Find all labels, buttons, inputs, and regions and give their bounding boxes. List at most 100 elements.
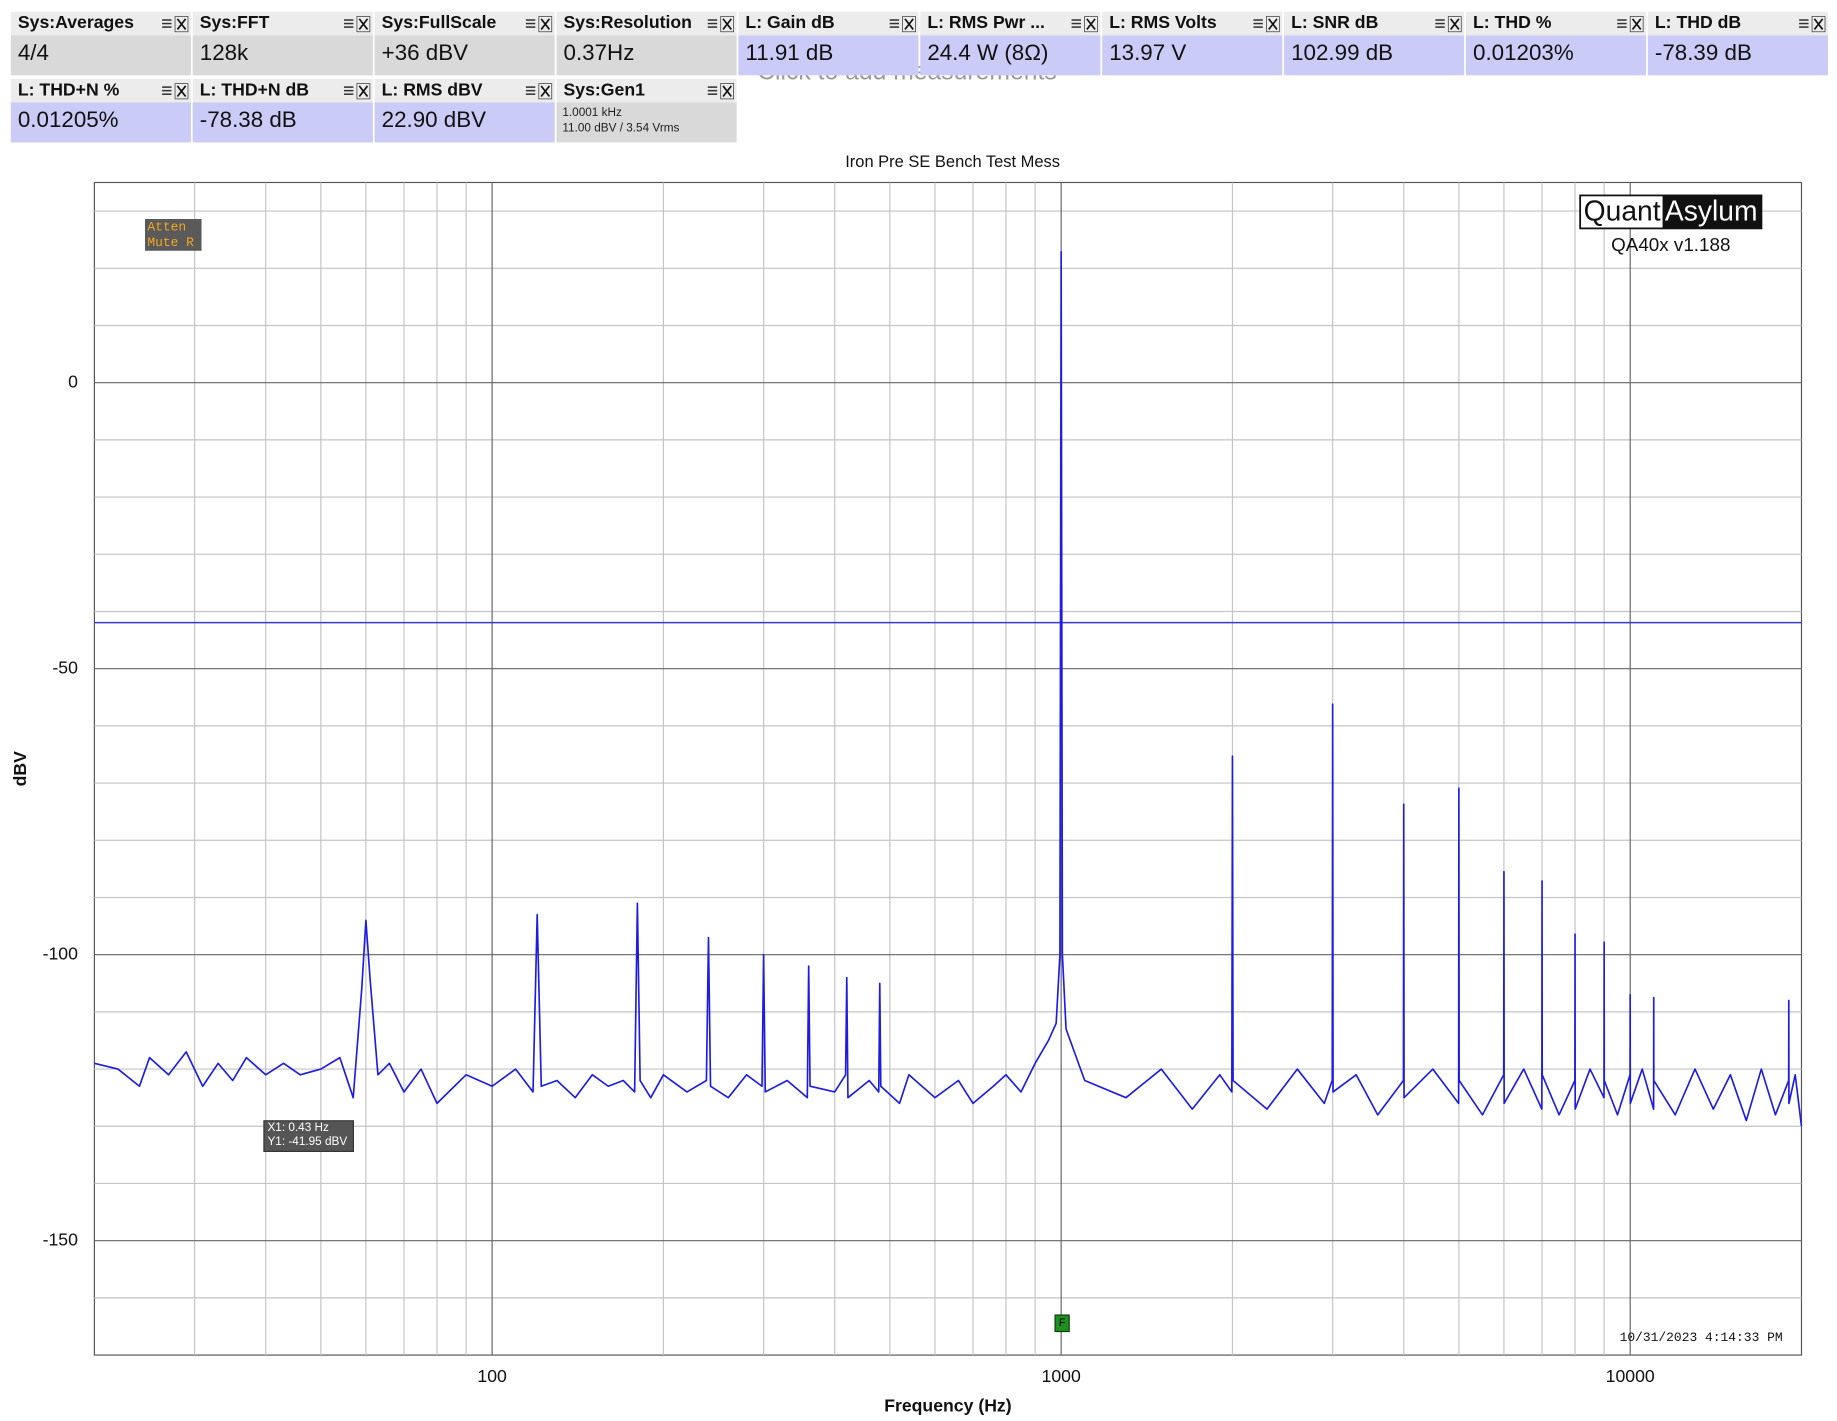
status-box xyxy=(145,218,202,251)
tile-label: L: SNR dB xyxy=(1291,12,1378,32)
close-x xyxy=(1449,18,1460,30)
tile-label: Sys:Averages xyxy=(18,12,134,32)
x-axis-label: Frequency (Hz) xyxy=(884,1396,1011,1416)
close-x xyxy=(358,85,369,98)
tile-value: +36 dBV xyxy=(382,40,468,65)
close-x xyxy=(540,85,551,98)
close-x xyxy=(1268,18,1278,30)
timestamp: 10/31/2023 4:14:33 PM xyxy=(1620,1330,1783,1345)
close-x xyxy=(540,18,551,30)
close-x xyxy=(358,18,369,30)
tile-value: 128k xyxy=(200,40,249,65)
measurement-tile[interactable]: L: THD+N % 0.01205% xyxy=(10,78,191,143)
version: QA40x v1.188 xyxy=(1611,234,1730,255)
tile-body xyxy=(10,102,191,143)
close-x xyxy=(1086,18,1096,30)
tile-value: 22.90 dBV xyxy=(382,107,487,132)
measurement-tile[interactable]: L: RMS Pwr ... 24.4 W (8Ω) xyxy=(920,11,1101,76)
status-text: Atten xyxy=(147,220,186,235)
tile-label: L: THD dB xyxy=(1655,12,1741,32)
close-x xyxy=(176,85,187,98)
x-tick-label: 100 xyxy=(477,1366,507,1386)
tile-label: L: THD+N % xyxy=(18,79,120,99)
tile-body xyxy=(1465,35,1647,76)
tile-header xyxy=(10,78,191,103)
measurement-tile[interactable]: L: RMS dBV 22.90 dBV xyxy=(374,78,555,143)
tile-label: Sys:FFT xyxy=(200,12,270,32)
y-tick-label: 0 xyxy=(68,371,78,391)
close-x xyxy=(1631,18,1642,30)
tile-header xyxy=(738,11,919,36)
close-x xyxy=(904,18,914,30)
logo-text: Quant xyxy=(1584,195,1661,227)
tile-value: 4/4 xyxy=(18,40,49,65)
tile-value: 0.01203% xyxy=(1473,40,1574,65)
chart-title: Iron Pre SE Bench Test Mess xyxy=(845,153,1060,171)
tile-body xyxy=(192,102,373,143)
tile-header xyxy=(556,78,737,103)
tile-value: 0.01205% xyxy=(18,107,119,132)
tile-label: L: RMS Pwr ... xyxy=(927,12,1045,32)
measurement-tile[interactable]: L: Gain dB 11.91 dB xyxy=(738,11,919,76)
measurement-tile[interactable]: L: RMS Volts 13.97 V xyxy=(1102,11,1283,76)
logo-dark xyxy=(1662,195,1762,229)
tile-label: L: THD+N dB xyxy=(200,79,309,99)
measurement-tile[interactable]: Sys:FullScale +36 dBV xyxy=(374,11,555,76)
status-text: Mute R xyxy=(147,235,194,250)
tile-label: Sys:FullScale xyxy=(382,12,497,32)
tile-header xyxy=(1102,11,1283,36)
tile-value: 102.99 dB xyxy=(1291,40,1393,65)
measurement-tile[interactable]: Sys:Averages 4/4 xyxy=(10,11,191,76)
spectrum-line xyxy=(94,250,1803,1127)
measurement-tile[interactable]: L: SNR dB 102.99 dB xyxy=(1284,11,1465,76)
measurement-tile[interactable]: Sys:Resolution 0.37Hz xyxy=(556,11,737,76)
close-x xyxy=(1813,18,1824,30)
tile-label: Sys:Resolution xyxy=(564,12,692,32)
cursor-readout xyxy=(263,1120,354,1152)
tile-body xyxy=(1102,35,1283,76)
tile-body xyxy=(920,35,1101,76)
tile-body xyxy=(374,35,555,76)
tile-header xyxy=(1465,11,1647,36)
tile-label: L: Gain dB xyxy=(745,12,834,32)
y-tick-label: -150 xyxy=(43,1229,78,1249)
logo-text: Asylum xyxy=(1665,195,1758,227)
frequency-marker-label: F xyxy=(1059,1317,1066,1329)
tile-value: -78.39 dB xyxy=(1655,40,1752,65)
tile-header xyxy=(920,11,1101,36)
tile-header xyxy=(374,78,555,103)
measurement-tile[interactable]: L: THD+N dB -78.38 dB xyxy=(192,78,373,143)
x-tick-label: 1000 xyxy=(1042,1366,1081,1386)
tile-value: 24.4 W (8Ω) xyxy=(927,40,1048,65)
tile-header xyxy=(10,11,191,36)
close-x xyxy=(722,18,732,30)
frequency-marker[interactable] xyxy=(1054,1314,1070,1333)
plot-area xyxy=(93,181,1803,1356)
measurement-tile[interactable]: Sys:Gen1 1.0001 kHz 11.00 dBV / 3.54 Vrms xyxy=(556,78,737,143)
tile-detail: 1.0001 kHz xyxy=(562,106,622,119)
tile-body xyxy=(192,35,373,76)
measurement-tile[interactable]: L: THD % 0.01203% xyxy=(1465,11,1647,76)
tile-body xyxy=(556,35,737,76)
cursor-readout-text: X1: 0.43 Hz xyxy=(267,1121,329,1134)
tile-value: 11.91 dB xyxy=(745,40,833,65)
tile-header xyxy=(1284,11,1465,36)
measurement-tile[interactable]: Sys:FFT 128k xyxy=(192,11,373,76)
tile-header xyxy=(556,11,737,36)
y-tick-label: -50 xyxy=(52,657,78,677)
measurement-tile[interactable]: L: THD dB -78.39 dB xyxy=(1647,11,1828,76)
close-x xyxy=(722,85,732,98)
x-tick-label: 10000 xyxy=(1606,1366,1655,1386)
close-x xyxy=(176,18,187,30)
tile-value: -78.38 dB xyxy=(200,107,297,132)
tile-body xyxy=(374,102,555,143)
tile-body xyxy=(1647,35,1828,76)
tile-body xyxy=(556,102,737,143)
tile-label: L: THD % xyxy=(1473,12,1552,32)
tile-header xyxy=(1647,11,1828,36)
cursor-readout-text: Y1: -41.95 dBV xyxy=(267,1135,347,1148)
tile-label: Sys:Gen1 xyxy=(564,79,646,99)
tile-header xyxy=(192,11,373,36)
